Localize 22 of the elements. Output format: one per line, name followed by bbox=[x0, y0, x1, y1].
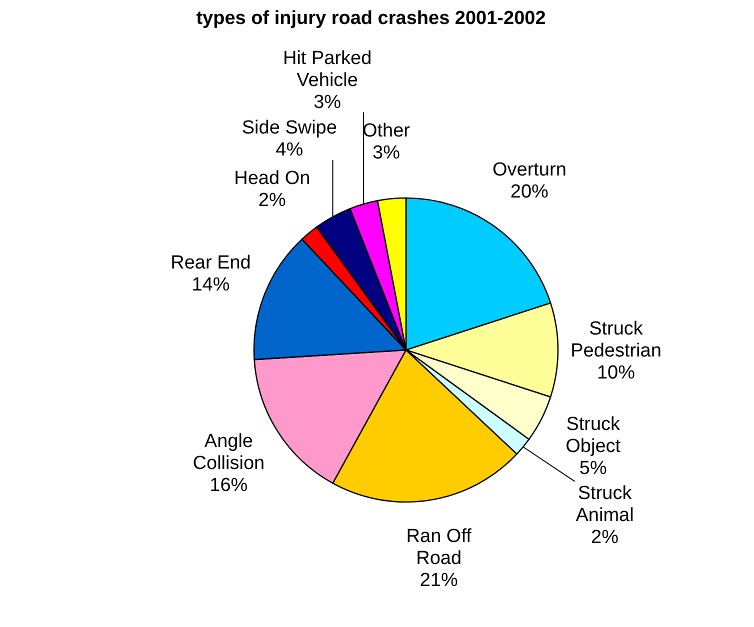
slice-label: Overturn bbox=[492, 160, 566, 181]
data-label: 21% bbox=[420, 570, 458, 592]
data-label: 2% bbox=[591, 527, 619, 548]
chart-title: types of injury road crashes 2001-2002 bbox=[196, 8, 546, 29]
slice-label: Hit Parked Vehicle bbox=[282, 48, 372, 91]
slice-label: Angle Collision bbox=[192, 431, 265, 474]
slice-label: Struck Animal bbox=[576, 483, 634, 526]
data-label: 20% bbox=[510, 182, 549, 203]
data-label: 14% bbox=[192, 274, 230, 296]
data-label: 3% bbox=[372, 142, 400, 164]
data-label: 5% bbox=[579, 458, 607, 479]
data-label: 16% bbox=[210, 475, 248, 496]
slice-label: Rear End bbox=[170, 252, 251, 274]
data-label: 2% bbox=[258, 190, 286, 211]
slice-label: Head On bbox=[234, 168, 310, 189]
slice-label: Struck Object bbox=[566, 414, 622, 457]
slice-label: Side Swipe bbox=[242, 118, 337, 139]
slice-label: Ran Off Road bbox=[406, 526, 472, 570]
data-label: 4% bbox=[276, 140, 304, 161]
data-label: 10% bbox=[596, 362, 636, 384]
data-label: 3% bbox=[314, 92, 342, 113]
slice-label: Struck Pedestrian bbox=[570, 318, 662, 362]
